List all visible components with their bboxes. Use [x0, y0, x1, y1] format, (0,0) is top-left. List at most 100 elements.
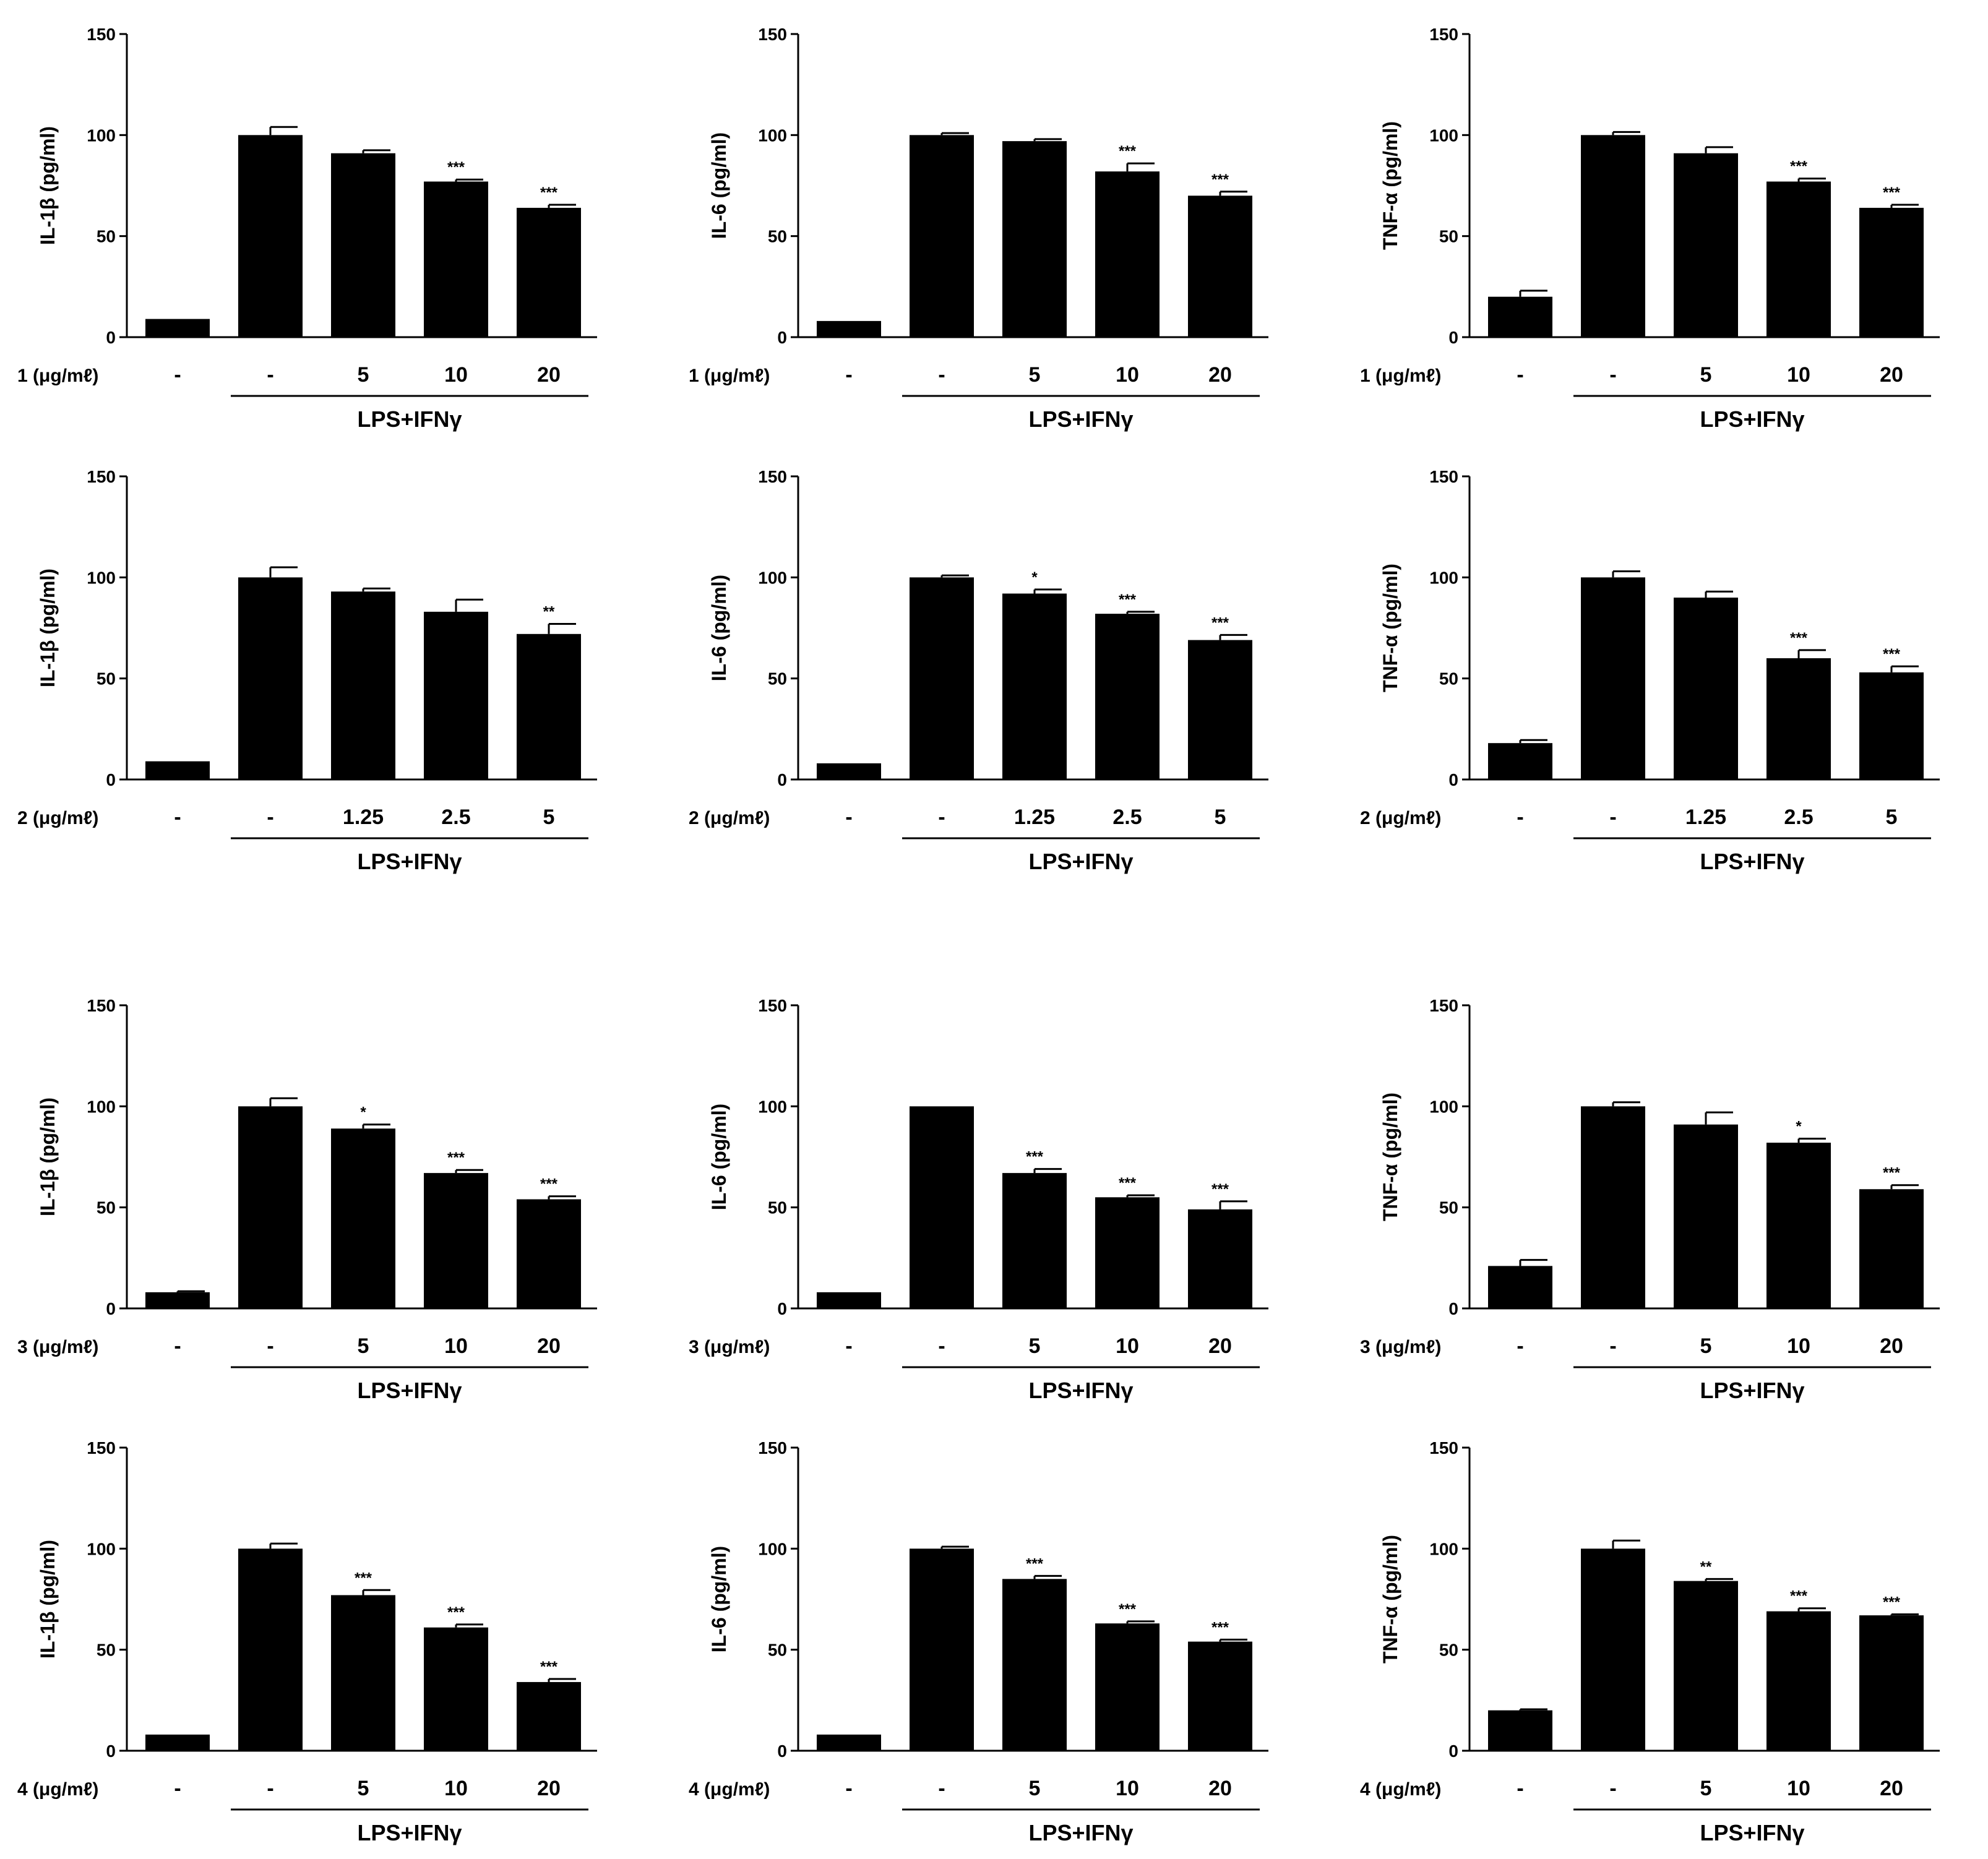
bar-2	[1581, 1548, 1645, 1751]
x-category-label: -	[938, 805, 945, 829]
x-category-label: 10	[1116, 1777, 1139, 1800]
x-category-label: 10	[444, 1777, 468, 1800]
y-tick-label: 150	[1429, 1438, 1458, 1458]
bar-2	[1581, 577, 1645, 779]
treatment-bracket-label: LPS+IFNγ	[1700, 849, 1804, 874]
y-tick-label: 50	[97, 227, 116, 246]
bar-5	[517, 207, 581, 337]
bar-4	[1095, 1623, 1160, 1751]
x-category-label: 10	[444, 363, 468, 387]
bar-5	[1188, 195, 1252, 337]
bar-1	[145, 319, 210, 337]
x-category-label: 5	[358, 1777, 369, 1800]
y-axis-label: TNF-α (pg/ml)	[1379, 121, 1401, 250]
x-category-label: -	[1517, 1777, 1523, 1800]
y-tick-label: 50	[1439, 1198, 1458, 1217]
y-tick-label: 150	[87, 1438, 116, 1458]
treatment-bracket-label: LPS+IFNγ	[357, 406, 462, 432]
compound-label: 1 (μg/mℓ)	[1360, 366, 1441, 386]
y-tick-label: 50	[768, 227, 787, 246]
significance-marker: ***	[1119, 591, 1137, 608]
treatment-bracket-label: LPS+IFNγ	[1700, 406, 1804, 432]
treatment-bracket-label: LPS+IFNγ	[1028, 1378, 1133, 1403]
x-category-label: -	[267, 1334, 273, 1358]
bar-4	[424, 1627, 488, 1751]
x-category-label: 20	[1208, 1334, 1232, 1358]
x-category-label: -	[1517, 805, 1523, 829]
y-tick-label: 0	[106, 1741, 116, 1761]
significance-marker: ***	[1119, 1601, 1137, 1618]
significance-marker: ***	[1211, 1181, 1229, 1198]
bar-2	[238, 577, 303, 779]
significance-marker: ***	[1883, 646, 1901, 663]
significance-marker: ***	[1211, 1619, 1229, 1636]
y-tick-label: 150	[758, 1438, 787, 1458]
bar-1	[817, 320, 881, 337]
treatment-bracket-label: LPS+IFNγ	[1700, 1378, 1804, 1403]
chart-panel-2-1: IL-1β (pg/ml) 0 50 100 150 - - 1.25 2.5 ** 5 2 (μg/…	[17, 467, 597, 874]
bar-5	[1188, 1209, 1252, 1308]
y-tick-label: 150	[758, 996, 787, 1015]
chart-panel-3-2: IL-6 (pg/ml) 0 50 100 150 - - *** 5 *** 10 *** 20 3 (…	[689, 996, 1268, 1403]
x-category-label: -	[845, 1334, 852, 1358]
x-category-label: 2.5	[1784, 805, 1813, 829]
significance-marker: ***	[1790, 630, 1808, 646]
bar-2	[910, 135, 974, 338]
y-tick-label: 0	[777, 1299, 787, 1318]
significance-marker: *	[1031, 569, 1038, 586]
bar-1	[1488, 1266, 1552, 1308]
chart-panel-1-2: IL-6 (pg/ml) 0 50 100 150 - - 5 *** 10 *** 20 1 (μg/…	[689, 25, 1268, 432]
bar-2	[910, 1106, 974, 1308]
y-axis-label: IL-1β (pg/ml)	[37, 126, 59, 245]
bar-5	[1188, 1641, 1252, 1751]
bar-4	[1766, 658, 1831, 779]
compound-label: 1 (μg/mℓ)	[689, 366, 770, 386]
y-axis-label: IL-1β (pg/ml)	[37, 1097, 59, 1216]
bar-2	[238, 1106, 303, 1308]
y-tick-label: 150	[758, 467, 787, 486]
x-category-label: 1.25	[1014, 805, 1055, 829]
significance-marker: ***	[1883, 1594, 1901, 1611]
y-tick-label: 0	[1448, 328, 1458, 347]
y-tick-label: 100	[758, 126, 787, 145]
y-axis-label: IL-6 (pg/ml)	[708, 575, 730, 681]
bar-3	[331, 591, 395, 779]
x-category-label: -	[1517, 1334, 1523, 1358]
x-category-label: -	[267, 1777, 273, 1800]
bar-4	[1095, 1197, 1160, 1308]
bar-1	[145, 1734, 210, 1751]
compound-label: 4 (μg/mℓ)	[1360, 1779, 1441, 1800]
bar-3	[331, 1595, 395, 1751]
treatment-bracket-label: LPS+IFNγ	[1028, 849, 1133, 874]
x-category-label: 5	[1700, 363, 1712, 387]
treatment-bracket-label: LPS+IFNγ	[1028, 1820, 1133, 1845]
bar-3	[1002, 1173, 1067, 1308]
x-category-label: 10	[1787, 1777, 1810, 1800]
y-tick-label: 100	[758, 1539, 787, 1558]
x-category-label: -	[174, 805, 181, 829]
bar-4	[1766, 1611, 1831, 1751]
y-tick-label: 100	[1429, 1539, 1458, 1558]
x-category-label: 10	[1116, 1334, 1139, 1358]
x-category-label: 1.25	[1685, 805, 1726, 829]
x-category-label: 5	[543, 805, 555, 829]
treatment-bracket-label: LPS+IFNγ	[1700, 1820, 1804, 1845]
x-category-label: -	[174, 1777, 181, 1800]
y-tick-label: 0	[1448, 1299, 1458, 1318]
y-tick-label: 150	[1429, 467, 1458, 486]
bar-1	[145, 1292, 210, 1308]
bar-5	[1859, 1189, 1924, 1308]
bar-4	[424, 1173, 488, 1308]
y-axis-label: TNF-α (pg/ml)	[1379, 1093, 1401, 1221]
y-tick-label: 150	[758, 25, 787, 44]
x-category-label: -	[1517, 363, 1523, 387]
x-category-label: -	[938, 1777, 945, 1800]
bar-3	[1674, 1124, 1738, 1308]
compound-label: 3 (μg/mℓ)	[1360, 1337, 1441, 1357]
x-category-label: 2.5	[441, 805, 470, 829]
y-axis-label: IL-6 (pg/ml)	[708, 1546, 730, 1652]
significance-marker: ***	[1211, 614, 1229, 631]
bar-2	[910, 577, 974, 779]
y-axis-label: IL-1β (pg/ml)	[37, 569, 59, 687]
bar-3	[1002, 1579, 1067, 1751]
